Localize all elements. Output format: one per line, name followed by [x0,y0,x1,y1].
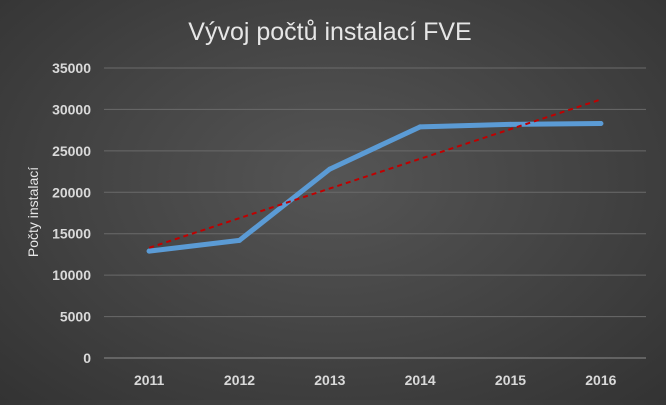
chart-title: Vývoj počtů instalací FVE [188,18,471,46]
x-tick-label: 2016 [585,372,616,388]
y-tick-label: 25000 [52,143,91,159]
y-tick-label: 0 [83,350,91,366]
trendline-layer [148,98,602,249]
data-point [598,121,604,127]
y-tick-label: 20000 [52,184,91,200]
x-tick-label: 2015 [495,372,526,388]
y-axis-label: Počty instalací [25,167,41,257]
y-axis-ticks: 0 5000 10000 15000 20000 25000 30000 35000 [52,60,91,366]
y-tick-label: 30000 [52,101,91,117]
data-point [146,248,152,254]
data-point [327,166,333,172]
data-point [237,237,242,243]
data-point [417,124,423,130]
y-tick-label: 15000 [52,226,91,242]
x-tick-label: 2014 [405,372,436,388]
y-tick-label: 35000 [52,60,91,76]
data-point [508,121,513,127]
y-tick-label: 10000 [52,267,91,283]
x-axis-ticks: 2011 2012 2013 2014 2015 2016 [134,372,617,388]
x-tick-label: 2011 [134,372,165,388]
trendline [148,98,602,249]
series-line [146,121,604,254]
gridlines [104,67,646,359]
x-tick-label: 2012 [224,372,255,388]
x-tick-label: 2013 [314,372,345,388]
y-tick-label: 5000 [60,309,91,325]
